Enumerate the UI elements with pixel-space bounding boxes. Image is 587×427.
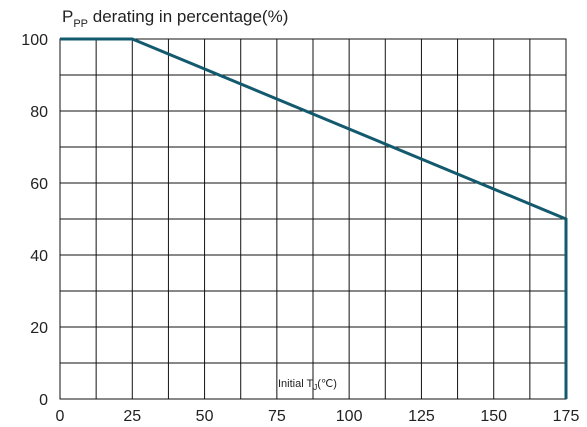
y-axis-title-main: P [62,7,73,26]
y-axis-title-sub: PP [73,18,88,30]
y-tick-label: 20 [30,320,48,337]
series-line-0 [60,37,568,399]
y-axis-title: PPP derating in percentage(%) [62,7,288,30]
series-layer [60,37,568,399]
y-axis-title-rest: derating in percentage(%) [88,7,288,26]
y-tick-label: 80 [30,104,48,121]
y-tick-label: 0 [39,392,48,409]
y-tick-label: 40 [30,248,48,265]
x-tick-label: 50 [196,408,214,425]
y-tick-label: 100 [21,32,48,49]
x-tick-label: 75 [268,408,286,425]
x-tick-label: 150 [480,408,507,425]
x-tick-label: 125 [408,408,435,425]
x-tick-label: 175 [553,408,580,425]
x-tick-label: 100 [336,408,363,425]
grid [59,38,567,400]
x-axis-title-rest: (℃) [317,378,337,390]
x-axis-title: Initial TJ(℃) [278,378,337,392]
x-axis-title-main: Initial T [278,378,314,390]
x-tick-labels: 0 25 50 75 100 125 150 175 [56,408,580,425]
x-axis-title-sub: J [313,383,317,392]
x-tick-label: 0 [56,408,65,425]
y-tick-labels: 0 20 40 60 80 100 [21,32,48,409]
x-tick-label: 25 [123,408,141,425]
y-tick-label: 60 [30,176,48,193]
